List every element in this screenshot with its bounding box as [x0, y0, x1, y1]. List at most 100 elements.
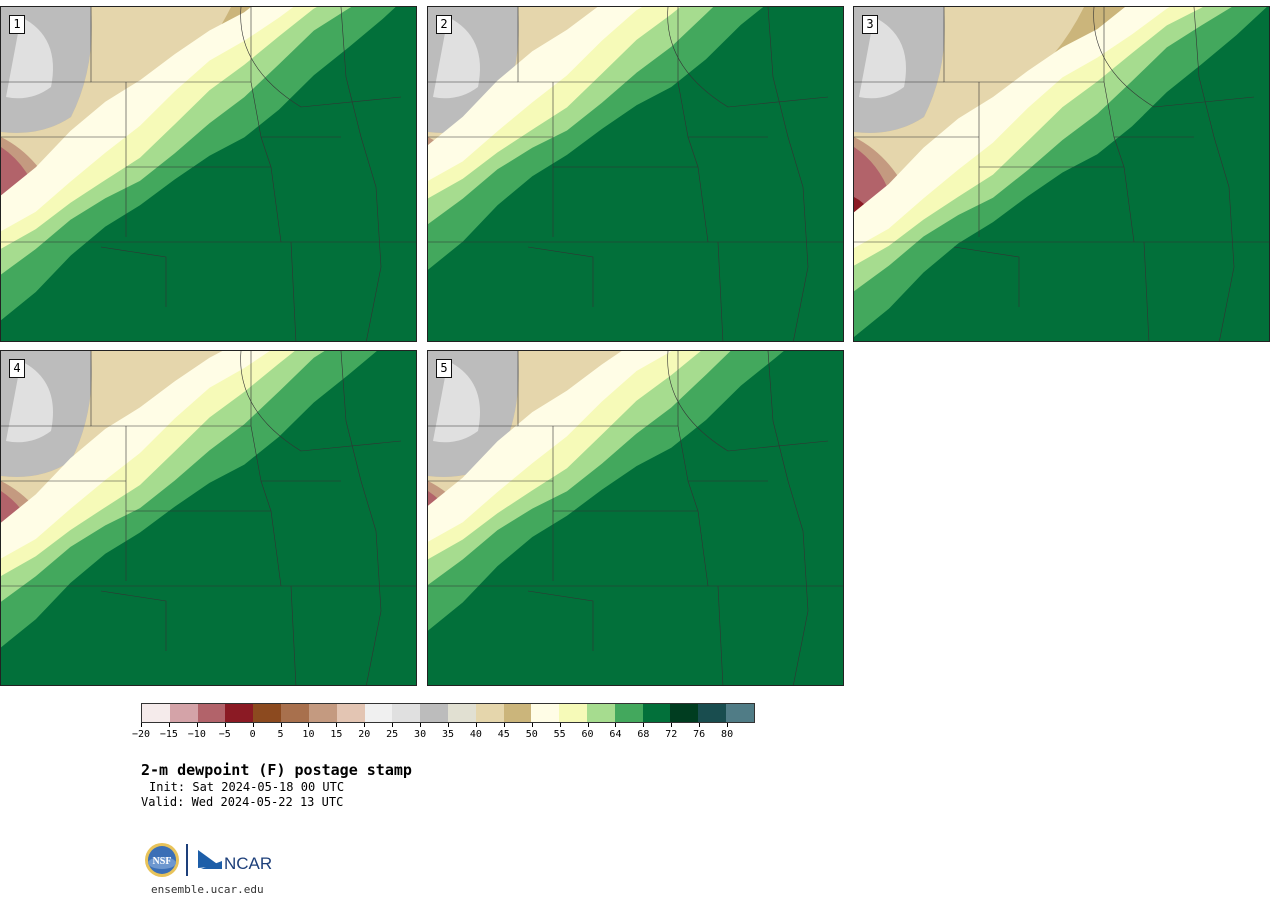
state-border: [677, 351, 768, 482]
colorbar-tick: [615, 723, 617, 727]
colorbar-tick-label: −5: [218, 729, 231, 740]
colorbar-swatch: [392, 704, 421, 722]
state-border: [260, 480, 282, 587]
colorbar-tick: [643, 723, 645, 727]
light-gray-region: [6, 361, 53, 443]
light-gray-region: [859, 17, 906, 99]
colorbar-tick-label: 25: [386, 729, 399, 740]
state-border: [340, 351, 362, 482]
state-border: [527, 590, 594, 651]
dewpoint-map: [428, 7, 843, 341]
state-border: [250, 351, 341, 482]
valid-time-line: Valid: Wed 2024-05-22 13 UTC: [141, 795, 344, 809]
light-gray-region: [6, 17, 53, 99]
state-border: [250, 7, 341, 138]
colorbar-tick: [671, 723, 673, 727]
colorbar-tick-label: 35: [441, 729, 455, 740]
colorbar-swatch: [587, 704, 615, 722]
dewpoint-map: [428, 351, 843, 685]
state-border: [787, 480, 809, 685]
colorbar-tick: [559, 723, 561, 727]
state-border: [717, 585, 724, 685]
colorbar-tick: [587, 723, 589, 727]
colorbar-tick-label: −15: [159, 729, 178, 740]
colorbar-swatch: [197, 704, 226, 722]
state-border: [687, 480, 709, 587]
nsf-logo-text: NSF: [153, 856, 172, 867]
colorbar-tick: [531, 723, 533, 727]
colorbar-tick: [503, 723, 505, 727]
colorbar-tick-label: 40: [469, 729, 482, 740]
state-border: [100, 590, 167, 651]
light-gray-region: [433, 17, 480, 99]
colorbar-tick: [280, 723, 282, 727]
moist-68-band: [1, 351, 416, 685]
colorbar-swatch: [670, 704, 699, 722]
state-border: [717, 241, 724, 341]
state-border: [767, 351, 789, 482]
dewpoint-map: [1, 351, 416, 685]
colorbar-tick: [364, 723, 366, 727]
colorbar-swatch: [503, 704, 532, 722]
panel-1: 1: [0, 6, 417, 342]
colorbar-tick-label: 0: [249, 729, 256, 740]
colorbar-swatch: [475, 704, 504, 722]
colorbar-tick: [336, 723, 338, 727]
panel-number: 5: [436, 359, 452, 378]
colorbar-tick: [196, 723, 198, 727]
state-border: [1093, 7, 1255, 108]
colorbar-tick-label: 10: [302, 729, 315, 740]
state-border: [1103, 7, 1194, 138]
init-time-line: Init: Sat 2024-05-18 00 UTC: [149, 780, 345, 794]
moist-68-band: [1, 7, 416, 341]
colorbar-tick: [699, 723, 701, 727]
colorbar-tick-label: 64: [609, 729, 622, 740]
colorbar-swatch: [447, 704, 476, 722]
state-border: [240, 351, 402, 452]
panel-number: 4: [9, 359, 25, 378]
colorbar-tick-label: 60: [581, 729, 594, 740]
state-border: [677, 7, 768, 138]
panel-5: 5: [427, 350, 844, 686]
colorbar-tick-label: 30: [414, 729, 427, 740]
state-border: [767, 7, 789, 138]
colorbar-swatch: [614, 704, 643, 722]
state-border: [667, 351, 829, 452]
panel-number: 3: [862, 15, 878, 34]
state-border: [1213, 136, 1235, 341]
dewpoint-map: [854, 7, 1269, 341]
state-border: [687, 136, 709, 243]
state-border: [240, 7, 402, 108]
colorbar-swatch: [308, 704, 337, 722]
moist-68-band: [428, 7, 843, 341]
panel-number: 1: [9, 15, 25, 34]
nsf-ncar-logo: NSF NCAR: [143, 842, 283, 882]
ncar-logo-text: NCAR: [224, 854, 272, 873]
colorbar-tick-label: 45: [497, 729, 510, 740]
colorbar-tick: [308, 723, 310, 727]
light-gray-region: [433, 361, 480, 443]
colorbar-tick: [224, 723, 226, 727]
colorbar-swatch: [142, 704, 170, 722]
state-border: [340, 7, 362, 138]
colorbar-tick: [168, 723, 170, 727]
colorbar-tick: [392, 723, 394, 727]
colorbar-tick-label: 80: [721, 729, 734, 740]
colorbar-ticks: −20 −15 −10 −5 0 5 10 15 20 25 30 35 40 45 50 55 60 64 68 7…: [132, 723, 755, 743]
colorbar-tick: [420, 723, 422, 727]
colorbar-tick-label: 50: [525, 729, 538, 740]
colorbar-swatch: [420, 704, 448, 722]
moist-68-band: [428, 351, 843, 685]
moist-68-band: [854, 7, 1269, 341]
colorbar-tick-label: −20: [131, 729, 151, 740]
colorbar-tick-label: 68: [637, 729, 650, 740]
state-border: [1113, 136, 1135, 243]
colorbar-swatch: [364, 704, 393, 722]
colorbar-swatch: [531, 704, 560, 722]
dewpoint-map: [1, 7, 416, 341]
ensemble-url: ensemble.ucar.edu: [151, 883, 264, 896]
colorbar-tick: [141, 723, 142, 727]
state-border: [527, 246, 594, 307]
colorbar-tick: [448, 723, 449, 727]
state-border: [360, 136, 382, 341]
